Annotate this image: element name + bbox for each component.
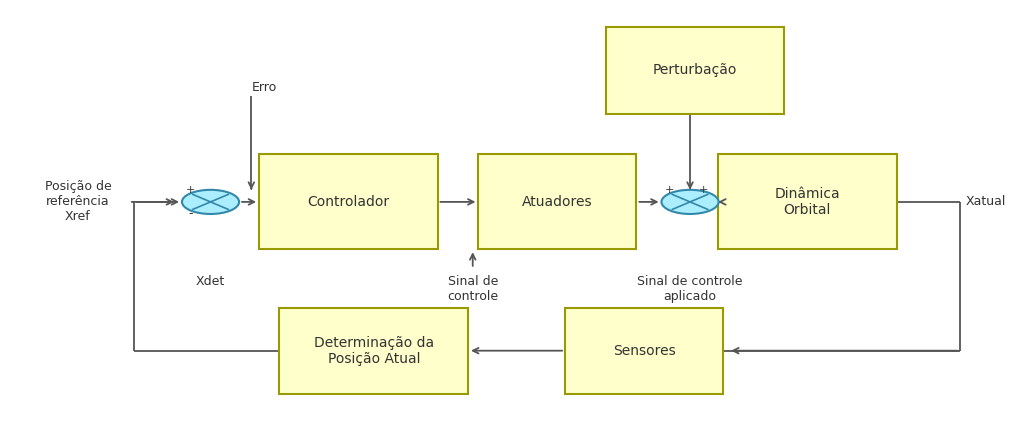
- Text: Perturbação: Perturbação: [653, 63, 738, 77]
- Text: Erro: Erro: [252, 81, 276, 94]
- Bar: [259, 155, 438, 250]
- Bar: [565, 308, 723, 394]
- Bar: [479, 155, 636, 250]
- Text: Controlador: Controlador: [307, 195, 390, 209]
- Circle shape: [662, 190, 718, 214]
- Text: Sinal de
controle: Sinal de controle: [447, 275, 498, 303]
- Text: +: +: [699, 185, 708, 195]
- Text: -: -: [188, 207, 192, 220]
- Circle shape: [182, 190, 239, 214]
- Text: Dinâmica
Orbital: Dinâmica Orbital: [774, 187, 840, 217]
- Text: Posição de
referência
Xref: Posição de referência Xref: [45, 181, 112, 224]
- Text: Xatual: Xatual: [966, 195, 1006, 208]
- Bar: [606, 27, 785, 114]
- Bar: [279, 308, 469, 394]
- Text: Xdet: Xdet: [196, 275, 225, 288]
- Text: Determinação da
Posição Atual: Determinação da Posição Atual: [314, 335, 434, 366]
- Text: +: +: [185, 185, 194, 195]
- Bar: [718, 155, 896, 250]
- Text: +: +: [665, 185, 674, 195]
- Text: Sinal de controle
aplicado: Sinal de controle aplicado: [637, 275, 743, 303]
- Text: Atuadores: Atuadores: [522, 195, 592, 209]
- Text: Sensores: Sensores: [613, 344, 675, 358]
